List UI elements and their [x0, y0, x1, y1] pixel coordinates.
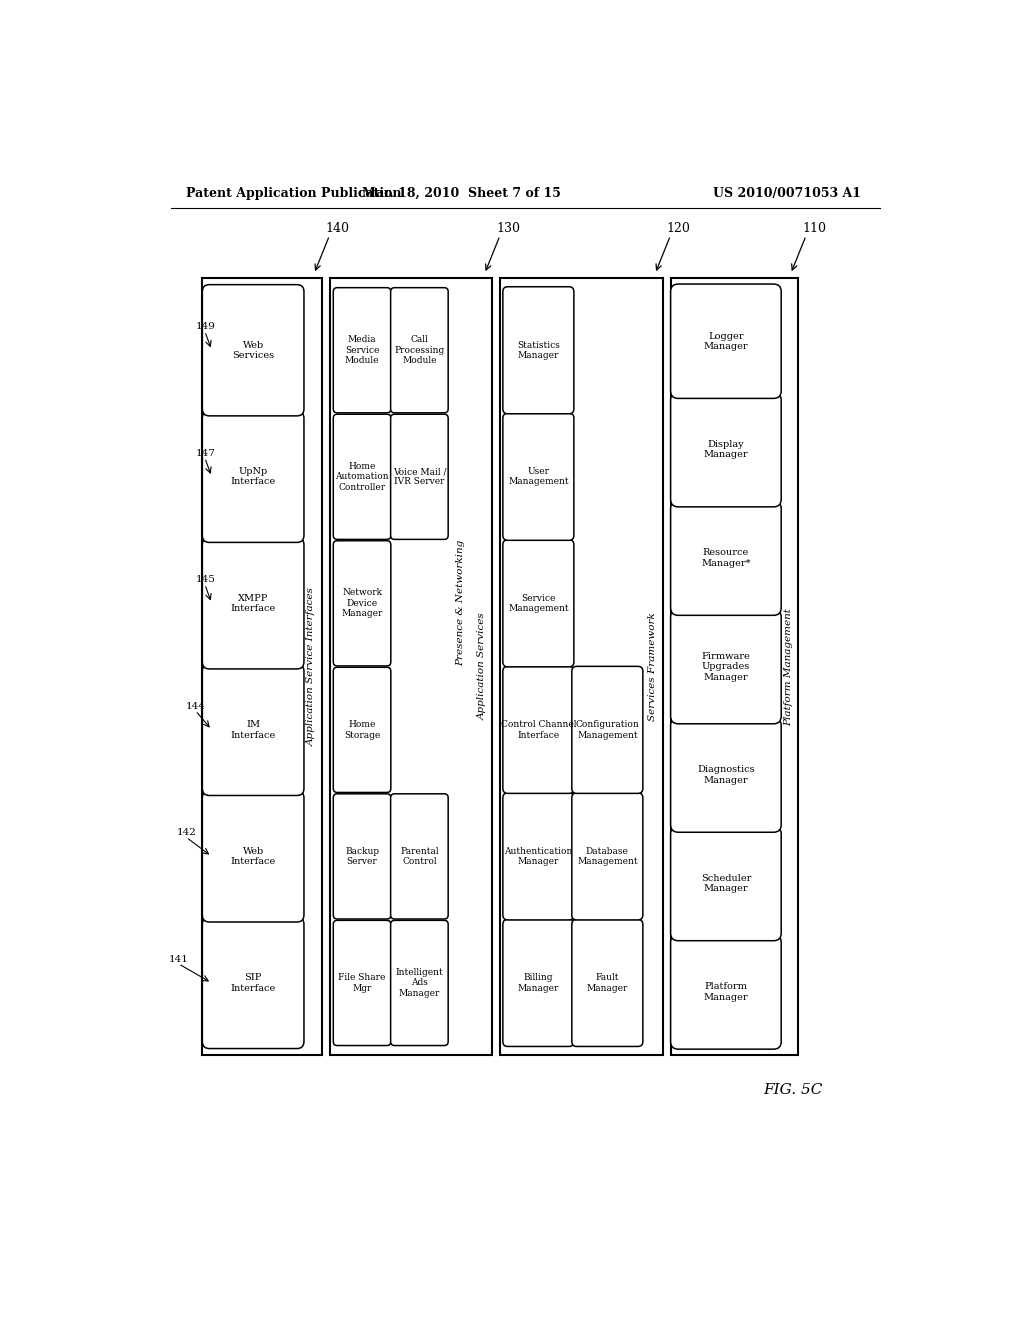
FancyBboxPatch shape	[390, 288, 449, 413]
FancyBboxPatch shape	[333, 288, 391, 413]
FancyBboxPatch shape	[503, 667, 573, 793]
Text: 147: 147	[196, 449, 215, 458]
Text: Home
Automation
Controller: Home Automation Controller	[335, 462, 389, 491]
FancyBboxPatch shape	[333, 541, 391, 665]
Text: Configuration
Management: Configuration Management	[575, 721, 639, 739]
Text: Parental
Control: Parental Control	[400, 846, 438, 866]
Text: 130: 130	[496, 222, 520, 235]
Text: Display
Manager: Display Manager	[703, 440, 749, 459]
Text: 110: 110	[802, 222, 826, 235]
FancyBboxPatch shape	[671, 935, 781, 1049]
Text: US 2010/0071053 A1: US 2010/0071053 A1	[713, 186, 861, 199]
FancyBboxPatch shape	[671, 610, 781, 723]
FancyBboxPatch shape	[203, 917, 304, 1048]
Text: Logger
Manager: Logger Manager	[703, 331, 749, 351]
Text: Application Services: Application Services	[477, 612, 486, 721]
FancyBboxPatch shape	[333, 668, 391, 792]
Text: Scheduler
Manager: Scheduler Manager	[700, 874, 751, 894]
Text: Database
Management: Database Management	[578, 846, 638, 866]
Text: Backup
Server: Backup Server	[345, 846, 379, 866]
Text: Network
Device
Manager: Network Device Manager	[341, 589, 383, 618]
FancyBboxPatch shape	[671, 284, 781, 399]
Text: Intelligent
Ads
Manager: Intelligent Ads Manager	[395, 968, 443, 998]
FancyBboxPatch shape	[333, 920, 391, 1045]
FancyBboxPatch shape	[333, 793, 391, 919]
Text: Mar. 18, 2010  Sheet 7 of 15: Mar. 18, 2010 Sheet 7 of 15	[361, 186, 561, 199]
Text: Services Framework: Services Framework	[648, 612, 657, 721]
Text: Billing
Manager: Billing Manager	[518, 973, 559, 993]
Text: Presence & Networking: Presence & Networking	[456, 540, 465, 667]
Text: Voice Mail /
IVR Server: Voice Mail / IVR Server	[392, 467, 446, 487]
FancyBboxPatch shape	[503, 540, 573, 667]
Text: Firmware
Upgrades
Manager: Firmware Upgrades Manager	[701, 652, 751, 681]
FancyBboxPatch shape	[203, 537, 304, 669]
Text: Statistics
Manager: Statistics Manager	[517, 341, 560, 360]
Text: 120: 120	[667, 222, 690, 235]
Text: 140: 140	[326, 222, 349, 235]
Text: 145: 145	[196, 576, 215, 583]
Text: Service
Management: Service Management	[508, 594, 568, 612]
FancyBboxPatch shape	[203, 412, 304, 543]
Text: Control Channel
Interface: Control Channel Interface	[501, 721, 577, 739]
FancyBboxPatch shape	[390, 920, 449, 1045]
Bar	[671, 277, 799, 1056]
Text: Web
Interface: Web Interface	[230, 846, 275, 866]
FancyBboxPatch shape	[503, 920, 573, 1047]
Text: Diagnostics
Manager: Diagnostics Manager	[697, 766, 755, 785]
FancyBboxPatch shape	[571, 793, 643, 920]
Text: Authentication
Manager: Authentication Manager	[504, 846, 572, 866]
Text: 149: 149	[196, 322, 215, 331]
Text: SIP
Interface: SIP Interface	[230, 973, 275, 993]
FancyBboxPatch shape	[571, 920, 643, 1047]
Text: Application Service Interfaces: Application Service Interfaces	[307, 587, 316, 746]
Text: Platform Management: Platform Management	[783, 607, 793, 726]
Text: 144: 144	[186, 702, 206, 710]
FancyBboxPatch shape	[671, 502, 781, 615]
FancyBboxPatch shape	[390, 793, 449, 919]
Text: User
Management: User Management	[508, 467, 568, 487]
Text: Home
Storage: Home Storage	[344, 721, 380, 739]
Bar	[202, 277, 322, 1056]
Text: File Share
Mgr: File Share Mgr	[338, 973, 386, 993]
Text: FIG. 5C: FIG. 5C	[764, 1084, 823, 1097]
Text: Fault
Manager: Fault Manager	[587, 973, 628, 993]
FancyBboxPatch shape	[203, 285, 304, 416]
Text: Media
Service
Module: Media Service Module	[345, 335, 379, 366]
FancyBboxPatch shape	[571, 667, 643, 793]
FancyBboxPatch shape	[671, 718, 781, 832]
Text: Web
Services: Web Services	[232, 341, 274, 360]
FancyBboxPatch shape	[333, 414, 391, 540]
Text: Call
Processing
Module: Call Processing Module	[394, 335, 444, 366]
Text: Patent Application Publication: Patent Application Publication	[186, 186, 401, 199]
FancyBboxPatch shape	[671, 826, 781, 941]
Bar	[500, 277, 663, 1056]
Bar	[330, 277, 493, 1056]
Text: XMPP
Interface: XMPP Interface	[230, 594, 275, 612]
Text: Platform
Manager: Platform Manager	[703, 982, 749, 1002]
FancyBboxPatch shape	[203, 664, 304, 796]
Text: IM
Interface: IM Interface	[230, 721, 275, 739]
FancyBboxPatch shape	[671, 392, 781, 507]
Text: UpNp
Interface: UpNp Interface	[230, 467, 275, 487]
Text: 142: 142	[177, 828, 197, 837]
FancyBboxPatch shape	[503, 413, 573, 540]
FancyBboxPatch shape	[203, 791, 304, 921]
FancyBboxPatch shape	[503, 793, 573, 920]
Text: Resource
Manager*: Resource Manager*	[701, 548, 751, 568]
Text: 141: 141	[169, 954, 189, 964]
FancyBboxPatch shape	[503, 286, 573, 413]
FancyBboxPatch shape	[390, 414, 449, 540]
